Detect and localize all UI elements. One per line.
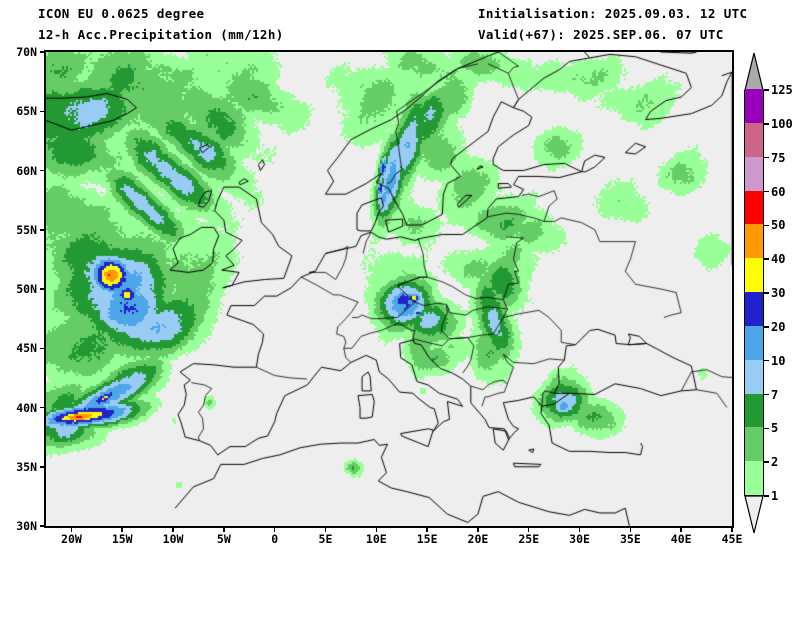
colorbar-tick — [764, 495, 769, 497]
y-axis-tick — [40, 169, 46, 172]
model-title: ICON EU 0.0625 degree — [38, 6, 205, 21]
x-axis-label-13: 45E — [721, 532, 743, 546]
colorbar-label-7: 7 — [771, 387, 779, 402]
colorbar: 125 100 75 60 50 40 30 20 10 7 5 2 1 — [744, 52, 800, 534]
x-axis-tick — [223, 526, 225, 532]
colorbar-band-30-40 — [745, 257, 763, 292]
field-title: 12-h Acc.Precipitation (mm/12h) — [38, 27, 284, 42]
y-axis-label-5: 45N — [16, 341, 37, 356]
colorbar-label-10: 10 — [771, 353, 786, 368]
colorbar-tick — [764, 427, 769, 430]
colorbar-tick — [764, 292, 769, 294]
x-axis-label-1: 15W — [111, 532, 133, 546]
colorbar-band-60-75 — [745, 156, 763, 191]
y-axis-label-1: 65N — [16, 104, 37, 119]
colorbar-tick — [764, 89, 769, 91]
y-axis-tick — [40, 466, 46, 468]
colorbar-tick — [764, 224, 769, 227]
x-axis-tick — [426, 526, 428, 532]
colorbar-band-7-10 — [745, 359, 763, 394]
x-axis-tick — [578, 526, 581, 532]
colorbar-label-125: 125 — [771, 83, 793, 97]
x-axis-label-10: 30E — [569, 532, 590, 546]
y-axis-label-8: 30N — [16, 519, 37, 533]
x-axis-tick — [70, 526, 73, 532]
colorbar-label-30: 30 — [771, 286, 786, 300]
x-axis-tick — [527, 526, 530, 532]
y-axis-label-0: 70N — [16, 45, 37, 59]
colorbar-tick — [764, 461, 769, 463]
y-axis-label-3: 55N — [16, 222, 37, 237]
y-axis-tick — [40, 51, 46, 53]
colorbar-band-75-100 — [745, 122, 763, 157]
x-axis-tick — [121, 526, 123, 532]
colorbar-label-50: 50 — [771, 218, 786, 233]
x-axis-label-5: 5E — [318, 532, 333, 546]
x-axis-label-7: 15E — [416, 532, 438, 546]
colorbar-over-arrow — [744, 52, 764, 91]
colorbar-label-40: 40 — [771, 252, 786, 267]
x-axis-label-11: 35E — [619, 532, 641, 546]
colorbar-band-5-7 — [745, 393, 763, 428]
colorbar-label-5: 5 — [771, 421, 779, 436]
colorbar-tick — [764, 123, 769, 125]
x-axis-tick — [324, 526, 327, 532]
x-axis-label-8: 20E — [467, 532, 489, 546]
colorbar-band-100-125 — [745, 88, 763, 123]
y-axis-tick — [40, 110, 46, 112]
y-axis-label-7: 35N — [16, 459, 37, 474]
colorbar-band-2-5 — [745, 426, 763, 462]
y-axis-tick — [40, 229, 46, 231]
y-axis-label-6: 40N — [16, 400, 37, 415]
valid-time: Valid(+67): 2025.SEP.06. 07 UTC — [478, 27, 724, 42]
colorbar-band-1-2 — [745, 460, 763, 495]
colorbar-band-50-60 — [745, 190, 763, 225]
colorbar-label-100: 100 — [771, 116, 793, 131]
colorbar-label-2: 2 — [771, 455, 779, 470]
x-axis-label-0: 20W — [61, 532, 82, 546]
colorbar-under-arrow — [744, 495, 764, 534]
colorbar-band-40-50 — [745, 223, 763, 259]
colorbar-label-75: 75 — [771, 150, 786, 165]
x-axis-label-6: 10E — [365, 532, 387, 546]
x-axis-label-9: 25E — [518, 532, 540, 546]
x-axis-label-12: 40E — [670, 532, 692, 546]
map-plot-area — [44, 50, 734, 528]
y-axis-label-4: 50N — [16, 282, 37, 296]
x-axis-tick — [172, 526, 174, 532]
x-axis-tick — [477, 526, 479, 532]
x-axis-tick — [731, 526, 733, 532]
colorbar-tick — [764, 359, 769, 362]
colorbar-bands — [744, 88, 764, 496]
colorbar-band-20-30 — [745, 291, 763, 326]
y-axis-tick — [40, 525, 46, 527]
colorbar-tick — [764, 258, 769, 260]
precipitation-raster — [46, 52, 732, 526]
colorbar-band-10-20 — [745, 325, 763, 360]
x-axis-tick — [629, 526, 632, 532]
colorbar-label-60: 60 — [771, 184, 786, 199]
y-axis-tick — [40, 288, 46, 290]
x-axis-label-2: 10W — [162, 532, 184, 546]
x-axis-label-3: 5W — [216, 532, 231, 546]
x-axis-tick — [680, 526, 682, 532]
x-axis-tick — [273, 526, 276, 532]
initialisation-time: Initialisation: 2025.09.03. 12 UTC — [478, 6, 748, 21]
colorbar-tick — [764, 393, 769, 396]
x-axis-tick — [375, 526, 378, 532]
colorbar-tick — [764, 190, 769, 193]
colorbar-tick — [764, 326, 769, 328]
x-axis-label-4: 0 — [271, 532, 279, 546]
colorbar-label-20: 20 — [771, 319, 786, 334]
colorbar-tick — [764, 156, 769, 159]
y-axis-label-2: 60N — [16, 163, 37, 178]
colorbar-label-1: 1 — [771, 489, 779, 503]
y-axis-tick — [40, 406, 46, 409]
y-axis-tick — [40, 347, 46, 349]
